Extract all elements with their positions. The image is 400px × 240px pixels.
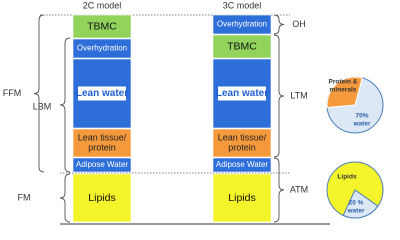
column-header: 3C model <box>223 0 262 10</box>
block <box>72 38 132 59</box>
block <box>212 14 272 35</box>
brace <box>273 34 285 158</box>
pie-label: Protein & <box>329 79 358 86</box>
block-label: Adipose Water <box>76 160 129 169</box>
block-label: Lean tissue/ <box>218 132 267 142</box>
block-label: Overhydration <box>77 44 127 53</box>
pie-label: 70% <box>355 113 368 120</box>
block <box>72 157 132 173</box>
block <box>72 128 132 158</box>
pie-slice <box>342 189 379 219</box>
bracket-label: FM <box>18 192 31 202</box>
bracket-label: LTM <box>290 90 307 100</box>
brace <box>273 14 285 35</box>
block <box>212 173 272 223</box>
diagram: 2C model 3C model TBMC Overhydration Lean … <box>3 0 384 225</box>
pie-label: minerals <box>330 87 357 94</box>
block-label: Lean tissue/ <box>78 132 127 142</box>
block-label: Lean water <box>216 88 268 99</box>
pie-label: 20 % <box>349 200 364 207</box>
block <box>72 14 132 39</box>
label-box <box>218 86 266 101</box>
column-header: 2C model <box>83 0 122 10</box>
brace <box>273 157 285 223</box>
bracket-label: OH <box>292 19 306 29</box>
block <box>212 34 272 59</box>
block-label: protein <box>228 142 256 152</box>
pie-slice <box>326 76 363 108</box>
block-label: Overhydration <box>217 20 267 29</box>
brace <box>59 173 71 223</box>
bracket-label: LBM <box>33 101 52 111</box>
block-label: TBMC <box>87 20 117 32</box>
bracket-label: ATM <box>290 184 308 194</box>
label-box <box>78 86 126 101</box>
block-label: Adipose Water <box>216 160 269 169</box>
block-label: protein <box>88 142 116 152</box>
block-label: TBMC <box>227 40 257 52</box>
pie-label: water <box>353 121 371 128</box>
pie-label: Lipids <box>337 174 357 181</box>
block-label: Lean water <box>76 88 128 99</box>
block <box>212 157 272 173</box>
block-label: Lipids <box>88 192 115 204</box>
pie-label: water <box>347 208 365 215</box>
brace <box>59 37 71 173</box>
bracket-label: FFM <box>3 88 22 98</box>
block-label: Lipids <box>228 192 255 204</box>
block <box>212 128 272 158</box>
brace <box>33 14 45 173</box>
block <box>72 173 132 223</box>
